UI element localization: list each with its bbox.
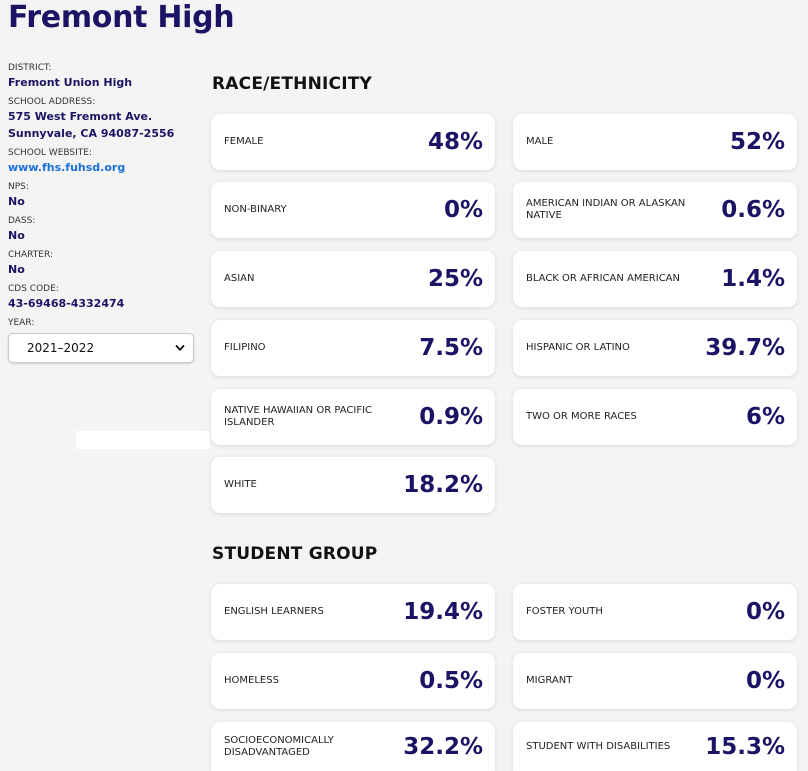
district-value: Fremont Union High	[8, 76, 133, 89]
card-value: 0%	[745, 599, 785, 625]
card-label: BLACK OR AFRICAN AMERICAN	[526, 273, 681, 284]
stat-card-english-learners: ENGLISH LEARNERS 19.4%	[211, 584, 495, 640]
card-label: ENGLISH LEARNERS	[224, 606, 324, 617]
year-select[interactable]: 2021–2022	[8, 333, 194, 363]
card-label: FEMALE	[224, 136, 264, 147]
nps-label: NPS:	[8, 182, 29, 192]
race-ethnicity-heading: RACE/ETHNICITY	[212, 74, 373, 94]
card-label: STUDENT WITH DISABILITIES	[526, 740, 671, 752]
card-value: 52%	[729, 129, 785, 155]
card-value: 0%	[745, 668, 785, 694]
card-value: 0.9%	[419, 404, 483, 430]
card-value: 0.6%	[721, 197, 785, 223]
stat-card-american-indian: AMERICAN INDIAN OR ALASKAN NATIVE 0.6%	[513, 182, 797, 238]
card-label: FILIPINO	[224, 342, 266, 353]
blank-strip	[76, 431, 210, 449]
card-value: 18.2%	[403, 472, 483, 498]
stat-card-homeless: HOMELESS 0.5%	[211, 653, 495, 709]
address-value: 575 West Fremont Ave. Sunnyvale, CA 9408…	[8, 108, 198, 142]
charter-value: No	[8, 263, 25, 276]
card-label: AMERICAN INDIAN OR ALASKAN NATIVE	[526, 198, 686, 221]
school-info-sidebar: DISTRICT: Fremont Union High SCHOOL ADDR…	[8, 62, 198, 363]
district-label: DISTRICT:	[8, 63, 52, 73]
card-label: MIGRANT	[526, 675, 573, 686]
stat-card-foster-youth: FOSTER YOUTH 0%	[513, 584, 797, 640]
stat-card-filipino: FILIPINO 7.5%	[211, 320, 495, 376]
stat-card-hispanic: HISPANIC OR LATINO 39.7%	[513, 320, 797, 376]
card-label: FOSTER YOUTH	[526, 606, 603, 617]
stat-card-students-with-disabilities: STUDENT WITH DISABILITIES 15.3%	[513, 722, 797, 771]
chevron-down-icon	[175, 345, 185, 351]
card-label: TWO OR MORE RACES	[526, 411, 637, 422]
page-title: Fremont High	[8, 0, 235, 35]
card-value: 1.4%	[721, 266, 785, 292]
website-label: SCHOOL WEBSITE:	[8, 148, 92, 158]
stat-card-native-hawaiian: NATIVE HAWAIIAN OR PACIFIC ISLANDER 0.9%	[211, 389, 495, 445]
year-label: YEAR:	[8, 318, 35, 328]
stat-card-migrant: MIGRANT 0%	[513, 653, 797, 709]
charter-label: CHARTER:	[8, 250, 53, 260]
stat-card-female: FEMALE 48%	[211, 114, 495, 170]
year-selected-value: 2021–2022	[27, 341, 95, 355]
card-label: HOMELESS	[224, 675, 279, 686]
card-label: SOCIOECONOMICALLY DISADVANTAGED	[224, 734, 334, 758]
nps-value: No	[8, 195, 25, 208]
cds-code-value: 43-69468-4332474	[8, 297, 125, 310]
stat-card-white: WHITE 18.2%	[211, 457, 495, 513]
stat-card-non-binary: NON-BINARY 0%	[211, 182, 495, 238]
address-label: SCHOOL ADDRESS:	[8, 97, 96, 107]
card-value: 32.2%	[403, 733, 483, 760]
card-value: 6%	[745, 404, 785, 430]
website-value: www.fhs.fuhsd.org	[8, 159, 198, 176]
stat-card-two-or-more: TWO OR MORE RACES 6%	[513, 389, 797, 445]
address-line2: Sunnyvale, CA 94087-2556	[8, 127, 175, 140]
stat-card-asian: ASIAN 25%	[211, 251, 495, 307]
card-value: 48%	[427, 129, 483, 155]
stat-card-black: BLACK OR AFRICAN AMERICAN 1.4%	[513, 251, 797, 307]
address-line1: 575 West Fremont Ave.	[8, 110, 153, 123]
card-label: HISPANIC OR LATINO	[526, 342, 630, 353]
card-value: 15.3%	[705, 733, 785, 760]
card-value: 0%	[443, 197, 483, 223]
card-label: NATIVE HAWAIIAN OR PACIFIC ISLANDER	[224, 405, 373, 428]
card-value: 25%	[427, 266, 483, 292]
card-value: 19.4%	[403, 599, 483, 625]
card-label: ASIAN	[224, 273, 255, 284]
dass-label: DASS:	[8, 216, 36, 226]
stat-card-male: MALE 52%	[513, 114, 797, 170]
cds-code-label: CDS CODE:	[8, 284, 59, 294]
student-group-heading: STUDENT GROUP	[212, 544, 378, 564]
dass-value: No	[8, 229, 25, 242]
card-label: NON-BINARY	[224, 204, 287, 215]
card-value: 39.7%	[705, 335, 785, 361]
stat-card-socioeconomically-disadvantaged: SOCIOECONOMICALLY DISADVANTAGED 32.2%	[211, 722, 495, 771]
card-value: 7.5%	[419, 335, 483, 361]
card-label: WHITE	[224, 479, 257, 490]
card-value: 0.5%	[419, 668, 483, 694]
website-link[interactable]: www.fhs.fuhsd.org	[8, 161, 126, 174]
card-label: MALE	[526, 136, 554, 147]
